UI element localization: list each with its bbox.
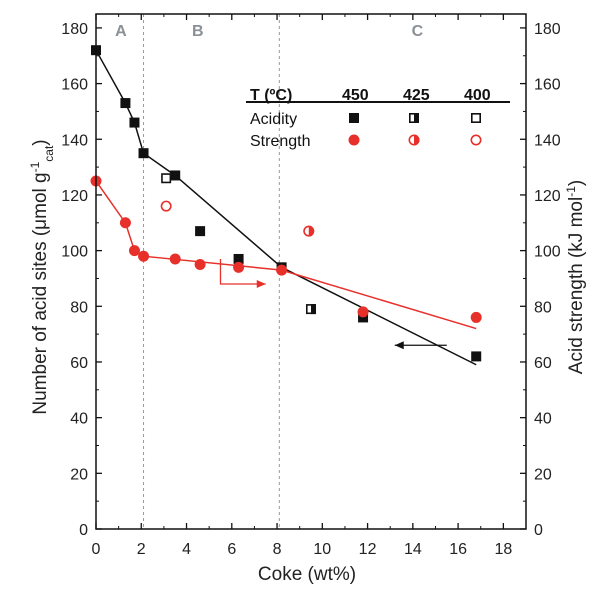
axis-arrows: [219, 258, 447, 350]
y-tick-label-right: 180: [534, 21, 561, 38]
acidity-point-425-half: [311, 304, 316, 315]
x-tick-label: 16: [449, 541, 467, 558]
y-tick-label-right: 140: [534, 132, 561, 149]
legend-row-strength: Strength: [250, 133, 310, 150]
region-dividers: [143, 14, 280, 529]
arrowhead-strength: [256, 280, 266, 289]
strength-point-450: [169, 253, 181, 265]
acidity-point-450: [358, 312, 369, 323]
strength-point-400: [160, 200, 172, 212]
region-labels: A B C: [115, 23, 423, 40]
acidity-point-450: [129, 117, 140, 128]
acidity-point-400: [161, 173, 172, 184]
y-tick-label-left: 120: [61, 188, 88, 205]
y-tick-label-left: 0: [79, 522, 88, 539]
legend-strength-marker-400: [470, 134, 482, 146]
strength-point-450: [470, 311, 482, 323]
y-tick-label-right: 120: [534, 188, 561, 205]
legend-row-acidity: Acidity: [250, 111, 297, 128]
legend-acidity-marker-425-half: [414, 113, 419, 123]
y-tick-label-right: 20: [534, 466, 552, 483]
strength-point-450: [138, 250, 150, 262]
legend: T (ºC) 450 425 400 Acidity Strength: [246, 87, 510, 150]
strength-point-450: [194, 259, 206, 271]
y-tick-label-left: 180: [61, 21, 88, 38]
fit-line-strength: [95, 180, 477, 330]
y-tick-label-left: 140: [61, 132, 88, 149]
x-tick-label: 8: [273, 541, 282, 558]
legend-acidity-marker-400: [470, 113, 481, 124]
x-tick-label: 4: [182, 541, 191, 558]
acidity-point-450: [195, 226, 206, 237]
arrowhead-acidity: [394, 341, 404, 350]
plot-frame: [95, 13, 527, 530]
x-tick-label: 14: [404, 541, 422, 558]
legend-strength-marker-425-half: [414, 134, 420, 146]
acidity-point-450: [170, 170, 181, 181]
legend-temp-450: 450: [342, 87, 369, 104]
y-tick-label-left: 100: [61, 244, 88, 261]
x-tick-label: 0: [92, 541, 101, 558]
arrow-strength: [219, 258, 266, 285]
strength-point-450: [233, 261, 245, 273]
y-tick-label-left: 160: [61, 77, 88, 94]
legend-acidity-marker-450: [349, 113, 359, 123]
legend-temp-400: 400: [464, 87, 491, 104]
y-tick-label-right: 40: [534, 411, 552, 428]
strength-point-425-half: [308, 225, 315, 237]
y-tick-label-right: 160: [534, 77, 561, 94]
region-label-a: A: [115, 23, 127, 40]
region-label-c: C: [412, 23, 424, 40]
acidity-point-450: [138, 148, 149, 159]
legend-markers: [348, 113, 482, 146]
region-label-b: B: [192, 23, 204, 40]
y-tick-label-left: 20: [70, 466, 88, 483]
strength-point-450: [276, 264, 288, 276]
y-tick-label-right: 100: [534, 244, 561, 261]
acidity-point-450: [471, 351, 482, 362]
y-tick-label-left: 60: [70, 355, 88, 372]
y-tick-label-left: 40: [70, 411, 88, 428]
x-tick-label: 18: [494, 541, 512, 558]
x-tick-label: 2: [137, 541, 146, 558]
legend-strength-marker-450: [348, 134, 360, 146]
y-tick-label-right: 60: [534, 355, 552, 372]
x-tick-label: 10: [313, 541, 331, 558]
strength-point-450: [119, 217, 131, 229]
x-tick-label: 12: [359, 541, 377, 558]
y-axis-left-label: Number of acid sites (μmol g-1cat): [28, 139, 56, 414]
legend-header: T (ºC): [250, 87, 292, 104]
y-axis-right-label: Acid strength (kJ mol-1): [564, 180, 587, 374]
data-points: [90, 45, 482, 362]
x-tick-label: 6: [227, 541, 236, 558]
y-tick-label-left: 80: [70, 299, 88, 316]
acidity-point-450: [120, 98, 131, 109]
y-tick-label-right: 80: [534, 299, 552, 316]
x-axis-title: Coke (wt%): [258, 564, 356, 585]
strength-point-450: [357, 306, 369, 318]
legend-temp-425: 425: [403, 87, 430, 104]
strength-point-450: [128, 245, 140, 257]
x-axis-label: Coke (wt%): [258, 564, 356, 585]
acidity-point-450: [233, 253, 244, 264]
y-tick-label-right: 0: [534, 522, 543, 539]
